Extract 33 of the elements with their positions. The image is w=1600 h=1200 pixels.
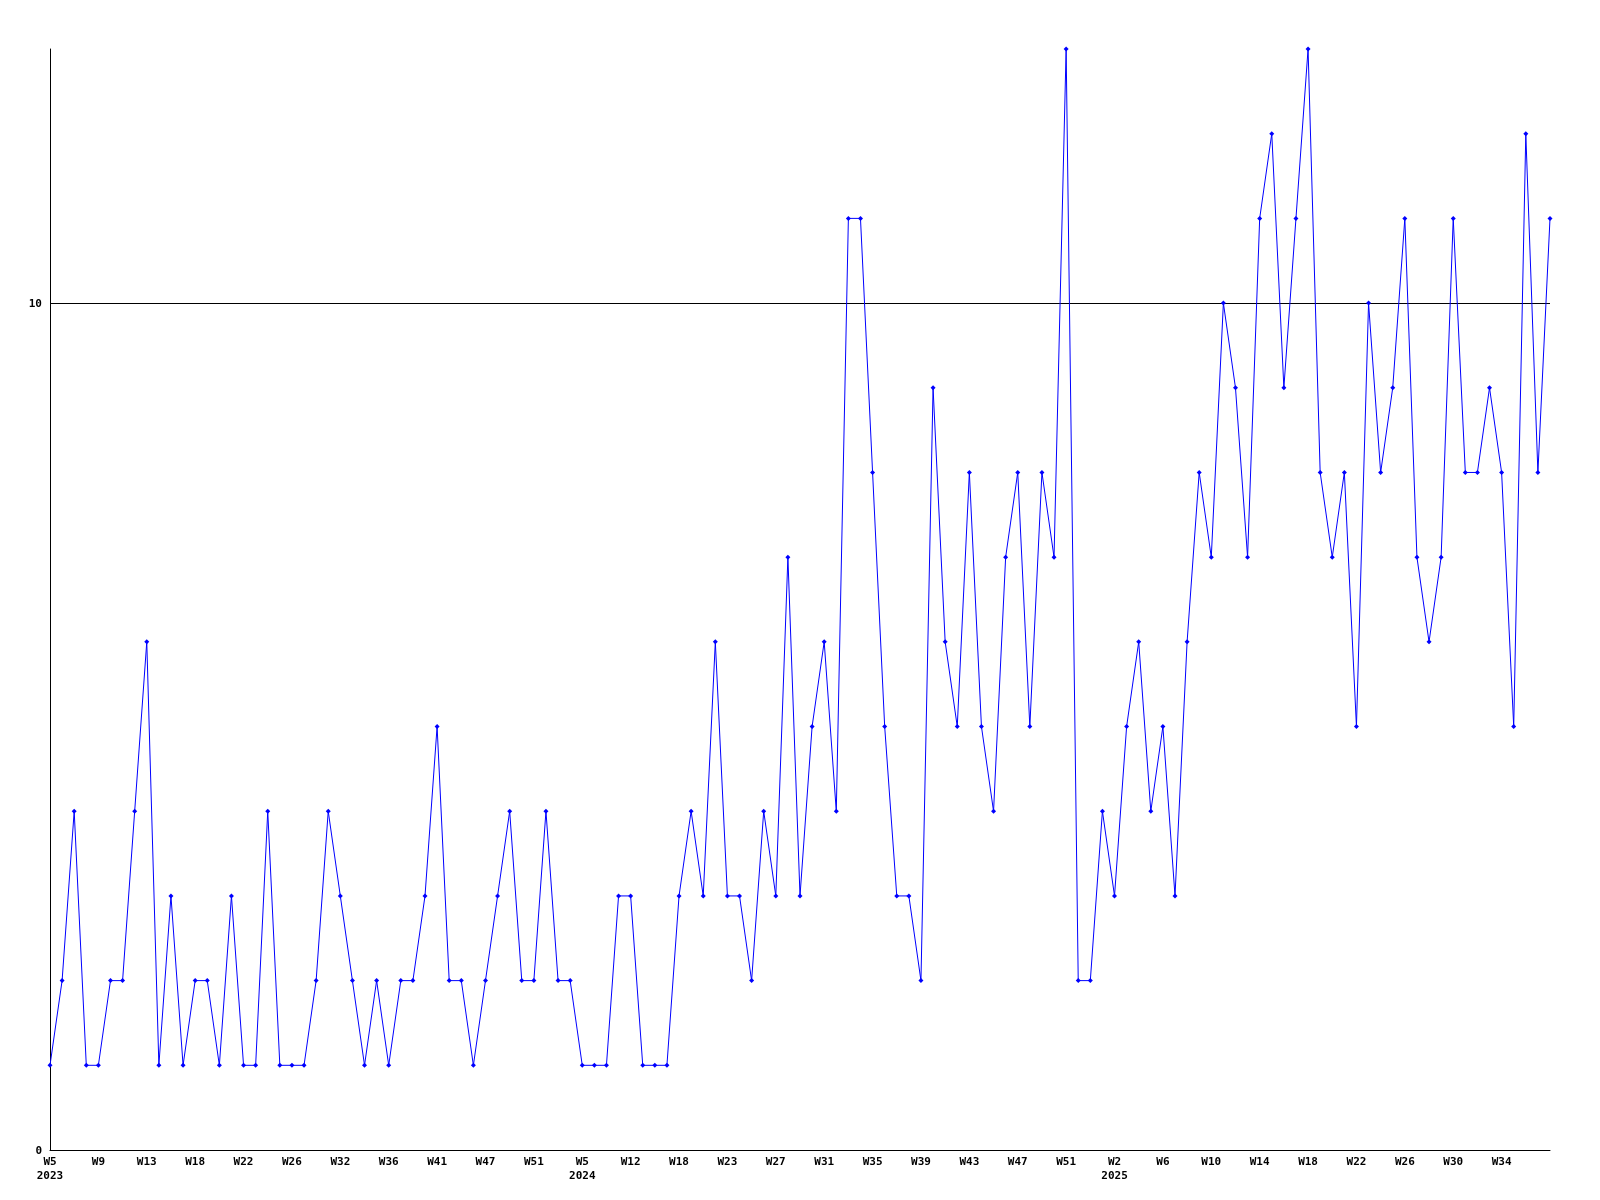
x-tick-label: W31 xyxy=(814,1154,835,1168)
x-tick-label: W18 xyxy=(185,1154,206,1168)
x-tick-label: W6 xyxy=(1156,1154,1170,1168)
x-tick-label: W22 xyxy=(233,1154,254,1168)
x-tick-label: W5 2024 xyxy=(569,1154,596,1182)
x-tick-label: W35 xyxy=(862,1154,883,1168)
x-tick-label: W14 xyxy=(1249,1154,1270,1168)
x-tick-label: W9 xyxy=(91,1154,106,1168)
x-tick-label: W18 xyxy=(1298,1154,1318,1168)
x-tick-label: W51 xyxy=(523,1154,545,1168)
y-tick-label: 10 xyxy=(28,296,42,310)
x-tick-label: W39 xyxy=(911,1154,931,1168)
x-tick-label: W30 xyxy=(1443,1154,1464,1168)
x-tick-label: W13 xyxy=(136,1154,157,1168)
y-tick-label: 0 xyxy=(35,1143,42,1157)
x-tick-label: W41 xyxy=(427,1154,448,1168)
x-tick-label: W26 xyxy=(1394,1154,1416,1168)
x-tick-label: W12 xyxy=(620,1154,641,1168)
x-tick-label: W51 xyxy=(1056,1154,1077,1168)
x-tick-label: W26 xyxy=(282,1154,303,1168)
x-tick-label: W23 xyxy=(717,1154,738,1168)
x-tick-label: W22 xyxy=(1346,1154,1367,1168)
x-tick-label: W47 xyxy=(1007,1154,1028,1168)
x-tick-label: W10 xyxy=(1201,1154,1222,1168)
x-tick-label: W5 2023 xyxy=(36,1154,64,1182)
x-tick-label: W32 xyxy=(330,1154,351,1168)
x-tick-label: W27 xyxy=(765,1154,786,1168)
x-tick-label: W34 xyxy=(1491,1154,1512,1168)
x-tick-label: W43 xyxy=(959,1154,980,1168)
x-tick-label: W47 xyxy=(475,1154,496,1168)
x-tick-label: W2 2025 xyxy=(1101,1154,1128,1182)
x-tick-label: W18 xyxy=(669,1154,689,1168)
x-tick-label: W36 xyxy=(378,1154,400,1168)
